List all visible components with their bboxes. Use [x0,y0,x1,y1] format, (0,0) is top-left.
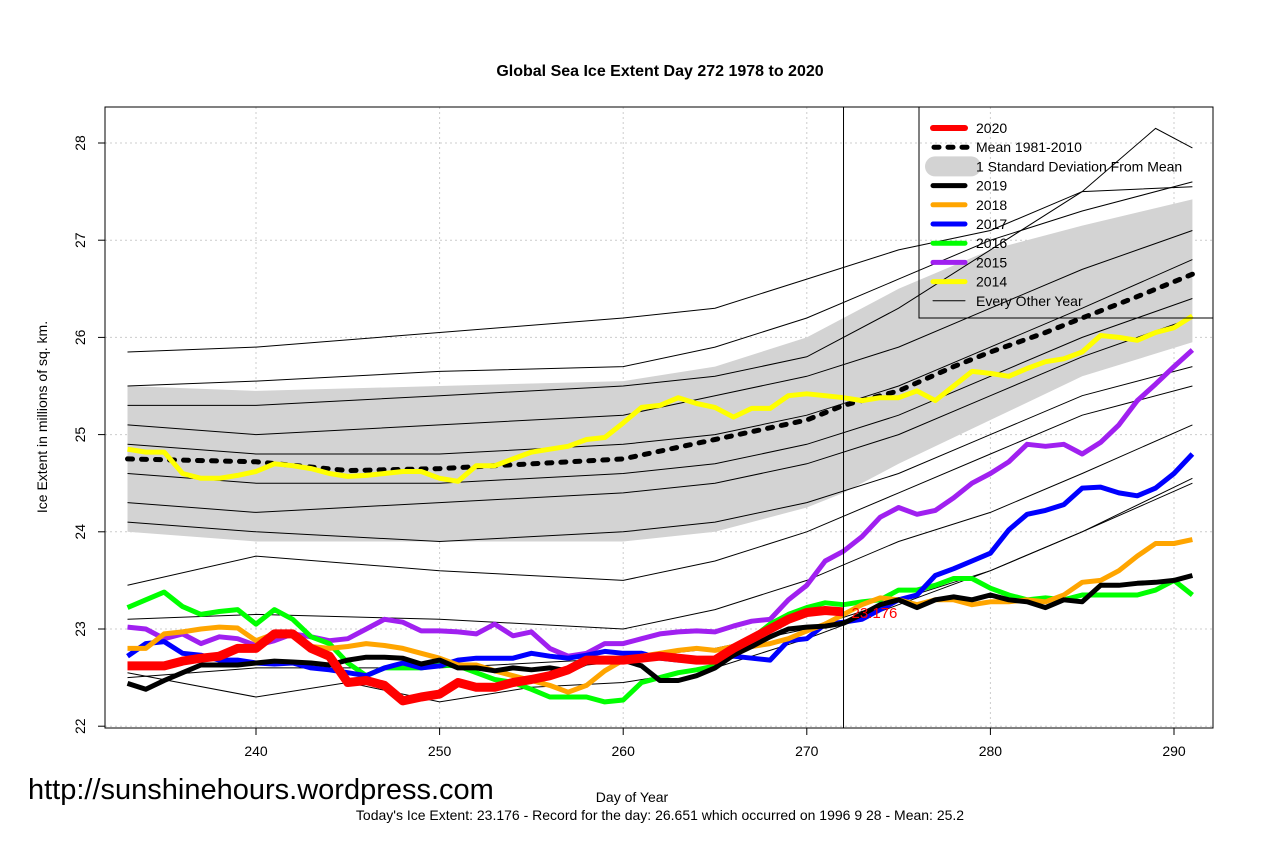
x-tick-label: 280 [979,743,1003,759]
other-year-line [127,230,1193,436]
mean-line [125,271,1195,474]
x-tick-label: 240 [244,743,268,759]
other-year-line [127,259,1193,455]
legend-label: 2014 [976,274,1007,290]
y-tick-label: 26 [72,329,88,345]
y-tick-label: 27 [72,232,88,248]
x-axis-label: Day of Year [596,789,669,805]
other-year-line [127,181,1193,387]
sd-band [127,199,1193,542]
other-year-line [127,186,1193,353]
legend-label: Every Other Year [976,293,1083,309]
legend-label: 2018 [976,197,1007,213]
legend-label: 2020 [976,120,1007,136]
x-tick-label: 250 [428,743,452,759]
y-tick-label: 24 [72,524,88,540]
footer-text: Today's Ice Extent: 23.176 - Record for … [356,807,964,823]
x-tick-label: 260 [612,743,636,759]
y-tick-label: 25 [72,427,88,443]
legend-label: 2017 [976,216,1007,232]
other-year-line [127,424,1193,630]
current-value-label: 23.176 [852,605,898,622]
legend-label: 2015 [976,254,1007,270]
other-year-line [127,127,1193,406]
y-tick-label: 22 [72,718,88,734]
series-line-2014 [127,313,1194,484]
other-year-line [127,317,1193,513]
other-year-line [127,298,1193,484]
plot-frame [104,106,1214,729]
y-tick-label: 28 [72,135,88,151]
y-tick-label: 23 [72,621,88,637]
other-year-line [127,385,1193,586]
legend-label: 1 Standard Deviation From Mean [976,158,1182,174]
x-tick-label: 290 [1162,743,1186,759]
legend-label: 2016 [976,235,1007,251]
series-line-2019 [126,573,1194,692]
series-line-2016 [126,576,1194,705]
chart-title: Global Sea Ice Extent Day 272 1978 to 20… [496,63,823,80]
legend-box [918,106,1214,319]
legend-swatch [925,156,981,177]
series-line-2020 [127,606,844,706]
watermark-url: http://sunshinehours.wordpress.com [28,774,494,806]
legend: 2020 Mean 1981-2010 1 Standard Deviation F… [918,106,1214,319]
y-axis-label: Ice Extent in millions of sq. km. [34,321,50,513]
legend-label: 2019 [976,178,1007,194]
series-line-2015 [127,348,1195,659]
x-tick-label: 270 [795,743,819,759]
other-year-line [127,366,1193,543]
legend-label: Mean 1981-2010 [976,139,1082,155]
